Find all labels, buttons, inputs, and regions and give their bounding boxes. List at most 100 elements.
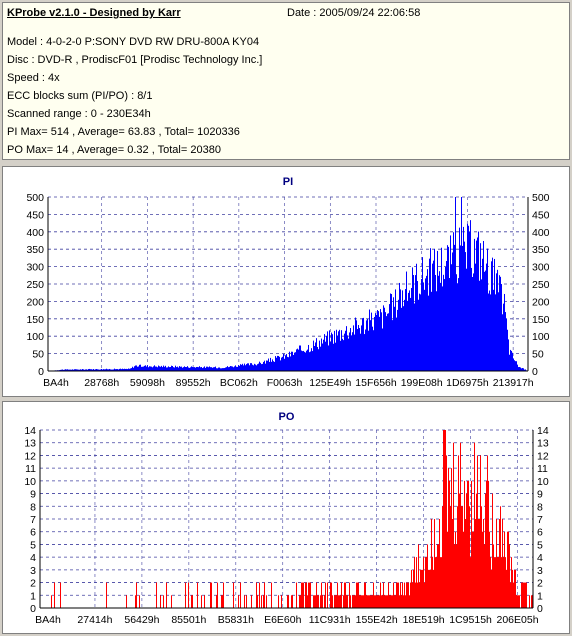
bar	[192, 366, 193, 371]
bar	[340, 340, 341, 371]
x-tick-label: 85501h	[171, 614, 206, 626]
bar	[483, 519, 484, 608]
bar	[477, 237, 478, 371]
bar	[336, 595, 337, 608]
bar	[143, 366, 144, 371]
bar	[518, 367, 519, 371]
y-tick-label-right: 11	[537, 463, 548, 475]
bar	[444, 430, 445, 608]
bar	[342, 338, 343, 371]
bar	[398, 582, 399, 608]
y-tick-label-left: 6	[30, 527, 36, 539]
bar	[359, 595, 360, 608]
bar	[397, 309, 398, 371]
bar	[481, 506, 482, 608]
bar	[487, 455, 488, 608]
bar	[461, 197, 462, 371]
bar	[420, 569, 421, 608]
bar	[163, 595, 164, 608]
app-title: KProbe v2.1.0 - Designed by Karr	[7, 7, 181, 19]
bar	[387, 595, 388, 608]
bar	[450, 506, 451, 608]
bar	[455, 197, 456, 371]
bar	[419, 293, 420, 371]
bar	[313, 340, 314, 371]
bar	[511, 557, 512, 608]
bar	[354, 334, 355, 371]
bar	[388, 313, 389, 371]
bar	[385, 312, 386, 371]
bar	[441, 247, 442, 371]
bar	[353, 325, 354, 371]
bar	[341, 582, 342, 608]
bar	[287, 595, 288, 608]
x-tick-label: 125E49h	[309, 377, 351, 389]
bar	[474, 238, 475, 371]
bar	[316, 582, 317, 608]
bar	[436, 557, 437, 608]
bar	[307, 349, 308, 371]
bar	[189, 367, 190, 371]
bar	[181, 366, 182, 371]
bar	[379, 316, 380, 371]
bar	[122, 368, 123, 371]
bar	[377, 310, 378, 371]
bar	[337, 335, 338, 371]
bar	[345, 330, 346, 371]
bar	[330, 341, 331, 371]
bar	[163, 365, 164, 371]
bar	[462, 506, 463, 608]
bar	[310, 351, 311, 371]
bar	[222, 595, 223, 608]
bar	[391, 595, 392, 608]
bar	[160, 595, 161, 608]
bar	[495, 294, 496, 371]
bar	[311, 348, 312, 371]
bar	[78, 369, 79, 371]
bar	[443, 274, 444, 371]
bar	[490, 557, 491, 608]
bar	[428, 295, 429, 371]
bar	[400, 582, 401, 608]
bar	[191, 366, 192, 371]
bar	[237, 366, 238, 371]
bar	[405, 595, 406, 608]
bar	[170, 367, 171, 371]
info-panel: KProbe v2.1.0 - Designed by Karr Date : …	[2, 2, 570, 160]
bar	[411, 569, 412, 608]
bar	[476, 493, 477, 608]
y-tick-label-right: 200	[532, 296, 550, 308]
bar	[80, 369, 81, 371]
bar	[441, 557, 442, 608]
bar	[352, 332, 353, 371]
bar	[343, 595, 344, 608]
bar	[238, 595, 239, 608]
bar	[240, 582, 241, 608]
bar	[450, 235, 451, 371]
y-tick-label-right: 250	[532, 279, 550, 291]
bar	[89, 368, 90, 371]
bar	[494, 557, 495, 608]
bar	[323, 339, 324, 371]
bar	[235, 365, 236, 371]
bar	[186, 367, 187, 371]
bar	[87, 369, 88, 371]
bar	[443, 430, 444, 608]
bar	[478, 231, 479, 371]
bar	[115, 369, 116, 371]
bar	[213, 367, 214, 371]
bar	[190, 367, 191, 371]
bar	[437, 544, 438, 608]
bar	[69, 369, 70, 371]
bar	[249, 365, 250, 371]
bar	[296, 349, 297, 371]
bar	[302, 351, 303, 371]
bar	[118, 369, 119, 371]
bar	[502, 519, 503, 608]
bar	[54, 582, 55, 608]
bar	[338, 595, 339, 608]
bar	[458, 455, 459, 608]
bar	[367, 595, 368, 608]
bar	[507, 531, 508, 608]
bar	[451, 468, 452, 608]
